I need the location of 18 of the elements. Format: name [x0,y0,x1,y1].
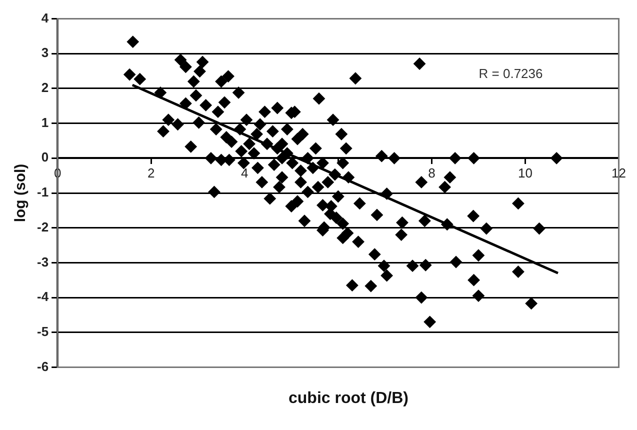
y-tick-label: -6 [36,358,49,374]
y-tick-label: -5 [36,324,49,339]
y-tick-label: -4 [36,289,50,304]
annotation: R = 0.7236 [478,66,543,82]
y-tick-label: 2 [41,80,49,96]
x-tick-label: 4 [241,166,248,181]
y-tick-label: 3 [41,45,49,60]
x-tick-label: 2 [147,166,155,181]
y-tick-label: -2 [36,219,49,234]
y-tick-label: 0 [41,150,49,165]
x-tick-label: 10 [518,166,532,181]
y-tick-label: -1 [36,184,49,200]
y-axis-title: log (sol) [12,164,30,222]
y-tick-label: 4 [41,10,50,26]
x-axis-title: cubic root (D/B) [288,390,410,408]
y-tick-label: 1 [41,114,49,130]
y-tick-label: -3 [36,254,49,270]
x-tick-label: 8 [428,166,436,181]
